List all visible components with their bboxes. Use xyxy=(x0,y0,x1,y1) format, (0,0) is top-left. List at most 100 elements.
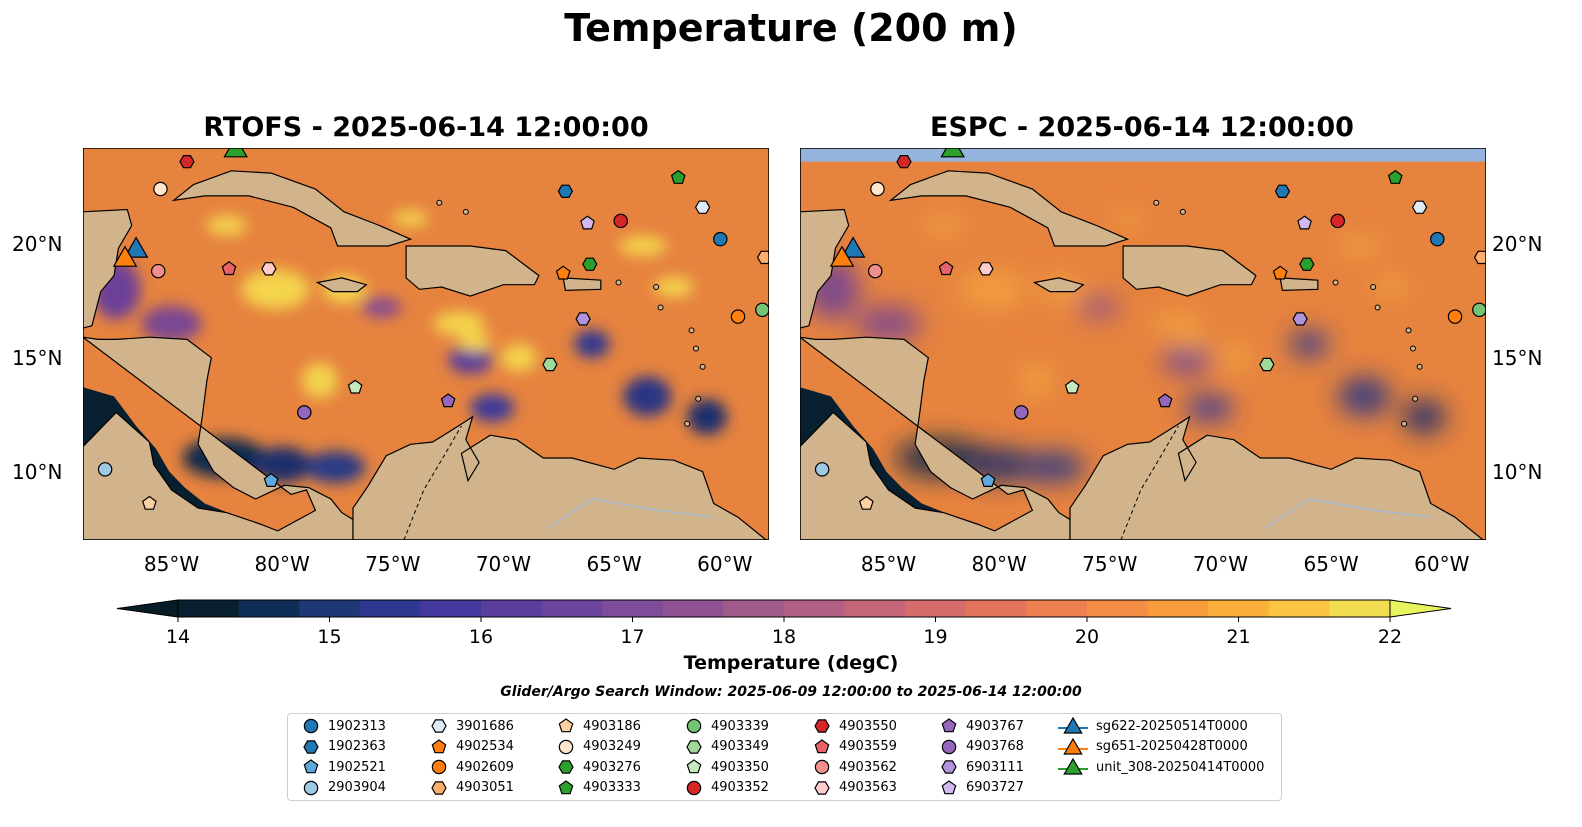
legend-item-1902521: 1902521 xyxy=(302,758,386,776)
float-4903767 xyxy=(440,393,456,408)
land-jamaica xyxy=(315,277,368,293)
x-tick-label: 75°W xyxy=(365,552,421,576)
warm-anomaly xyxy=(301,362,338,399)
float-4903051 xyxy=(1473,250,1486,265)
colorbar-bin xyxy=(602,600,664,617)
legend-item-4903350: 4903350 xyxy=(685,758,769,776)
float-4902534 xyxy=(1272,265,1288,280)
colorbar-bin xyxy=(1147,600,1209,617)
hexagon-marker-icon xyxy=(814,780,830,795)
float-4903276 xyxy=(582,257,598,271)
land-jamaica xyxy=(1032,277,1085,293)
cold-anomaly xyxy=(1337,376,1391,417)
pentagon-marker-icon xyxy=(814,738,830,753)
triangle-marker-icon xyxy=(1058,757,1088,775)
warm-anomaly xyxy=(958,269,1027,310)
cold-anomaly xyxy=(966,446,1033,483)
warm-anomaly xyxy=(1109,210,1146,227)
x-tick-label: 80°W xyxy=(971,552,1027,576)
legend-item-4903563: 4903563 xyxy=(813,779,897,797)
float-4903339 xyxy=(755,302,769,318)
warm-anomaly xyxy=(433,311,486,336)
cold-anomaly xyxy=(361,297,402,318)
colorbar-bin xyxy=(723,600,785,617)
hexagon-marker-icon xyxy=(686,739,702,754)
warm-anomaly xyxy=(458,331,491,352)
warm-anomaly xyxy=(500,343,537,372)
legend-label: 4902534 xyxy=(456,739,514,754)
colorbar-tick-label: 16 xyxy=(469,626,493,648)
legend-marker xyxy=(686,759,702,774)
float-3901686 xyxy=(1411,200,1428,214)
legend-label: 4902609 xyxy=(456,759,514,775)
island xyxy=(1409,345,1416,352)
search-window-text: Glider/Argo Search Window: 2025-06-09 12… xyxy=(500,684,1082,700)
colorbar-bin xyxy=(1087,600,1149,617)
legend-item-4903767: 4903767 xyxy=(940,717,1024,735)
y-tick-label: 15°N xyxy=(1492,345,1543,370)
float-6903727 xyxy=(1297,215,1312,230)
legend-marker xyxy=(941,779,957,794)
x-tick-label: 65°W xyxy=(586,552,642,576)
no-data-band xyxy=(800,148,1486,162)
legend-marker xyxy=(558,718,574,733)
land-central xyxy=(83,336,354,540)
temperature-field xyxy=(92,210,728,484)
island xyxy=(1179,208,1186,215)
float-4902534 xyxy=(555,265,571,280)
float-4903563 xyxy=(261,262,277,276)
colorbar-bin xyxy=(1026,600,1088,617)
float-1902521 xyxy=(980,472,996,487)
float-4903559 xyxy=(938,261,954,276)
x-tick-label: 85°W xyxy=(860,552,917,576)
legend-marker xyxy=(431,719,447,733)
float-4902609 xyxy=(1447,309,1463,324)
float-4903051 xyxy=(756,250,769,265)
float-3901686 xyxy=(694,200,711,214)
legend-marker xyxy=(1063,716,1083,734)
legend-item-3901686: 3901686 xyxy=(430,717,514,735)
colorbar-tick-label: 15 xyxy=(317,626,341,648)
legend-marker xyxy=(686,718,702,734)
temperature-field xyxy=(806,210,1447,484)
warm-anomaly xyxy=(1217,343,1254,372)
legend-label: 4903051 xyxy=(456,780,514,795)
legend-label: 4903333 xyxy=(583,780,641,795)
warm-anomaly xyxy=(1018,362,1055,399)
y-tick-label: 10°N xyxy=(12,459,63,484)
legend-item-1902363: 1902363 xyxy=(302,738,386,756)
y-tick-label: 20°N xyxy=(12,231,63,256)
x-tick-label: 65°W xyxy=(1303,552,1359,576)
legend-item-4903051: 4903051 xyxy=(430,779,514,797)
colorbar-tick-label: 14 xyxy=(166,626,190,648)
y-tick-label: 15°N xyxy=(12,345,63,370)
warm-anomaly xyxy=(1370,277,1411,298)
colorbar-bin xyxy=(420,600,482,617)
legend-marker xyxy=(431,759,447,775)
warm-anomaly xyxy=(1150,311,1203,336)
land-hispaniola xyxy=(1122,245,1257,297)
float-6903111 xyxy=(575,312,591,326)
legend-label: 4903559 xyxy=(839,739,897,754)
legend-item-4903249: 4903249 xyxy=(557,738,641,756)
x-tick-label: 70°W xyxy=(475,552,532,576)
float-4903276 xyxy=(1299,257,1315,271)
float-4902609 xyxy=(730,309,746,324)
colorbar-bin xyxy=(541,600,603,617)
float-4903349 xyxy=(542,357,558,372)
legend-label: 4903276 xyxy=(583,759,641,775)
legend-label: 4903767 xyxy=(966,718,1024,734)
pentagon-marker-icon xyxy=(686,759,702,774)
triangle-marker-icon xyxy=(1058,716,1088,734)
float-1902313 xyxy=(713,231,728,247)
legend-marker xyxy=(303,759,319,774)
cold-anomaly xyxy=(1289,330,1329,358)
colorbar-bin xyxy=(965,600,1027,617)
legend-item-4903276: 4903276 xyxy=(557,758,641,776)
rtofs-panel-title: RTOFS - 2025-06-14 12:00:00 xyxy=(203,112,649,143)
colorbar-bin xyxy=(1268,600,1330,617)
legend-marker xyxy=(303,718,319,734)
legend-marker xyxy=(303,780,319,795)
legend-label: 4903550 xyxy=(839,718,897,734)
legend-item-4903333: 4903333 xyxy=(557,779,641,797)
